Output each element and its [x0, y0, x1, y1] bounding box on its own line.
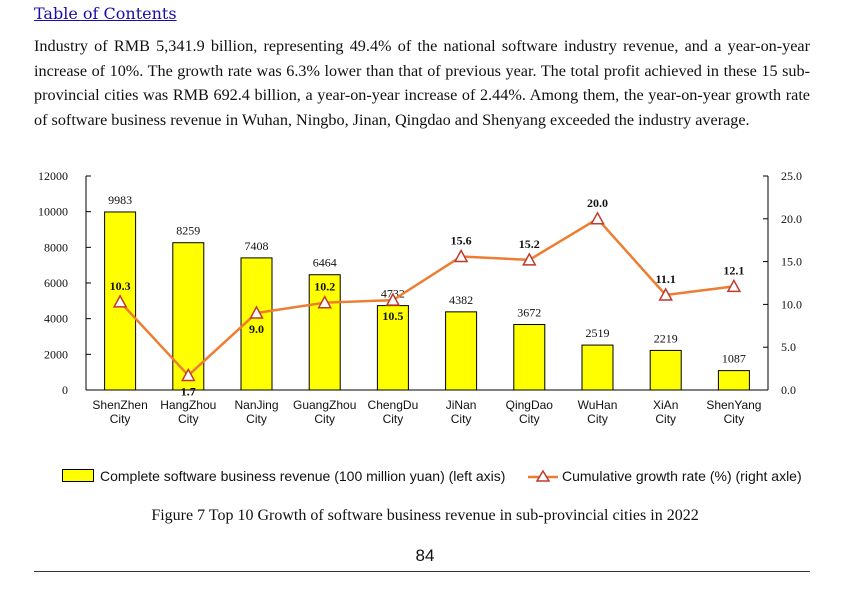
revenue-bar [308, 274, 341, 391]
revenue-bar [513, 324, 546, 391]
revenue-bar [717, 370, 750, 391]
footer-rule [34, 571, 810, 572]
right-axis-tick-label: 25.0 [781, 169, 802, 183]
left-axis-tick-label: 6000 [44, 276, 68, 290]
growth-rate-label: 12.1 [723, 263, 744, 277]
legend-line-entry: Cumulative growth rate (%) (right axle) [528, 468, 802, 484]
growth-rate-marker [385, 292, 401, 306]
category-label-line1: JiNan [446, 398, 477, 412]
legend-bar-label: Complete software business revenue (100 … [100, 468, 506, 484]
revenue-bar [581, 344, 614, 391]
category-label-line1: NanJing [234, 398, 278, 412]
growth-rate-line [119, 217, 735, 377]
left-axis-tick-label: 10000 [38, 205, 68, 219]
table-of-contents-link[interactable]: Table of Contents [34, 4, 177, 23]
category-label-line2: City [724, 412, 745, 426]
left-axis-tick-label: 2000 [44, 347, 68, 361]
category-label-line2: City [314, 412, 335, 426]
right-axis-tick-label: 0.0 [781, 383, 796, 397]
growth-rate-marker [590, 211, 605, 225]
growth-rate-label: 15.6 [451, 233, 472, 247]
growth-rate-label: 11.1 [656, 272, 676, 286]
growth-rate-marker [317, 295, 332, 309]
category-label-line1: ShenYang [706, 398, 761, 412]
growth-rate-label: 10.3 [110, 279, 131, 293]
category-label-line1: HangZhou [160, 398, 216, 412]
right-axis-tick-label: 15.0 [781, 255, 802, 269]
growth-rate-label: 20.0 [587, 196, 608, 210]
figure-caption: Figure 7 Top 10 Growth of software busin… [151, 507, 699, 524]
revenue-bar-label: 7408 [245, 239, 269, 253]
revenue-bar-label: 8259 [176, 224, 200, 238]
category-label-line1: ShenZhen [92, 398, 147, 412]
revenue-bar-label: 9983 [108, 193, 132, 207]
category-label-line1: QingDao [506, 398, 554, 412]
left-axis-tick-label: 12000 [38, 169, 68, 183]
revenue-bar-label: 2519 [586, 326, 610, 340]
category-label-line2: City [587, 412, 608, 426]
revenue-bar-label: 6464 [313, 256, 337, 270]
revenue-growth-chart: 0 2000 4000 6000 8000 10000 12000 0.0 5.0 10.0 15.… [38, 169, 802, 426]
category-label-line1: GuangZhou [293, 398, 356, 412]
left-axis-tick-label: 4000 [44, 312, 68, 326]
right-axis-tick-label: 5.0 [781, 340, 796, 354]
category-label-line2: City [383, 412, 404, 426]
growth-rate-marker [453, 248, 469, 263]
page-number: 84 [415, 546, 435, 565]
category-label-line2: City [655, 412, 676, 426]
legend-bar-entry: Complete software business revenue (100 … [62, 468, 505, 484]
growth-rate-marker [112, 294, 128, 308]
growth-rate-marker [249, 305, 264, 319]
legend-line-label: Cumulative growth rate (%) (right axle) [562, 468, 802, 484]
growth-rate-marker [522, 252, 537, 266]
revenue-bar-label: 3672 [517, 306, 541, 320]
growth-rate-marker [726, 278, 742, 293]
category-label-line2: City [519, 412, 540, 426]
growth-rate-label: 10.5 [382, 309, 403, 323]
growth-rate-label: 10.2 [314, 280, 335, 294]
left-axis-tick-label: 0 [62, 383, 68, 397]
category-label-line2: City [246, 412, 267, 426]
growth-rate-label: 9.0 [249, 322, 264, 336]
right-axis-tick-label: 20.0 [781, 212, 802, 226]
body-paragraph: Industry of RMB 5,341.9 billion, represe… [34, 37, 810, 129]
right-axis-tick-label: 10.0 [781, 297, 802, 311]
revenue-bar-label: 1087 [722, 352, 746, 366]
category-label-line2: City [451, 412, 472, 426]
category-label-line1: ChengDu [368, 398, 419, 412]
legend-line-swatch [528, 469, 558, 482]
revenue-bar-label: 4382 [449, 293, 473, 307]
category-label-line1: WuHan [578, 398, 618, 412]
growth-rate-marker [658, 287, 673, 301]
revenue-bar [445, 311, 478, 391]
legend-bar-swatch [62, 469, 94, 482]
revenue-bar [376, 305, 409, 391]
revenue-bar-label: 2219 [654, 331, 678, 345]
growth-rate-label: 15.2 [519, 237, 540, 251]
category-label-line2: City [178, 412, 199, 426]
left-axis-tick-label: 8000 [44, 240, 68, 254]
growth-rate-label: 1.7 [181, 384, 196, 398]
growth-rate-marker [181, 367, 196, 382]
category-label-line1: XiAn [653, 398, 678, 412]
category-label-line2: City [110, 412, 131, 426]
revenue-bar [649, 349, 682, 391]
